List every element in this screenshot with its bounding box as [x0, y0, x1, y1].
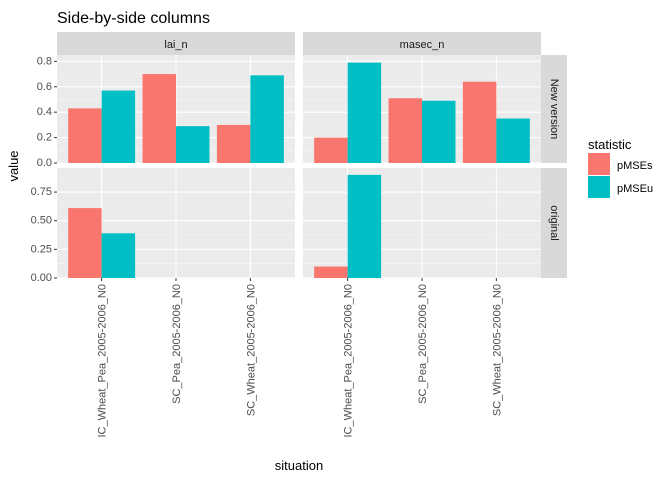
- bar-pmseu-sc-wheat-2005-2006-n0: [496, 118, 530, 163]
- x-tick-label: SC_Pea_2005-2006_N0: [171, 284, 183, 404]
- y-tick-label: 0.75: [31, 186, 52, 198]
- y-tick-label: 0.25: [31, 243, 52, 255]
- x-tick-label: IC_Wheat_Pea_2005-2006_N0: [97, 284, 109, 438]
- bar-pmseu-ic-wheat-pea-2005-2006-n0: [101, 233, 136, 278]
- legend-entry-pmseu: pMSEu: [588, 176, 653, 198]
- bar-pmses-sc-wheat-2005-2006-n0: [216, 124, 251, 163]
- y-tick-label: 0.4: [37, 106, 52, 118]
- bar-pmses-sc-pea-2005-2006-n0: [388, 98, 422, 163]
- bar-pmses-sc-pea-2005-2006-n0: [142, 74, 176, 163]
- bar-pmses-ic-wheat-pea-2005-2006-n0: [68, 208, 102, 278]
- panels-layer: lai_n masec_n New version original 0.0 0.2 0.4…: [31, 32, 567, 438]
- y-tick-label: 0.8: [37, 55, 52, 67]
- bar-pmseu-sc-wheat-2005-2006-n0: [250, 75, 284, 163]
- facet-strip-label-original: original: [548, 205, 560, 240]
- facet-strip-original: [541, 168, 567, 278]
- legend-title: statistic: [588, 137, 632, 152]
- bar-pmseu-ic-wheat-pea-2005-2006-n0: [347, 62, 382, 163]
- facet-strip-label-new-version: New version: [548, 79, 560, 140]
- x-tick-label: SC_Wheat_2005-2006_N0: [491, 284, 503, 416]
- x-tick-label: SC_Pea_2005-2006_N0: [417, 284, 429, 404]
- facet-strip-new-version: [541, 55, 567, 163]
- y-tick-label: 0.00: [31, 272, 52, 284]
- y-tick-label: 0.0: [37, 157, 52, 169]
- x-tick-label: SC_Wheat_2005-2006_N0: [245, 284, 257, 416]
- bar-pmses-ic-wheat-pea-2005-2006-n0: [314, 137, 348, 163]
- legend-label-pmses: pMSEs: [617, 160, 653, 172]
- bar-pmseu-sc-pea-2005-2006-n0: [176, 126, 210, 163]
- facet-strip-label-masec-n: masec_n: [400, 39, 445, 51]
- bar-pmseu-ic-wheat-pea-2005-2006-n0: [101, 90, 136, 163]
- facet-strip-masec-n: [303, 32, 541, 55]
- legend-entry-pmses: pMSEs: [588, 153, 653, 175]
- facet-strip-label-lai-n: lai_n: [164, 39, 187, 51]
- y-tick-label: 0.6: [37, 81, 52, 93]
- bar-pmses-sc-wheat-2005-2006-n0: [462, 81, 497, 163]
- bar-pmses-ic-wheat-pea-2005-2006-n0: [314, 266, 348, 278]
- bar-pmses-ic-wheat-pea-2005-2006-n0: [68, 108, 102, 163]
- bar-pmseu-ic-wheat-pea-2005-2006-n0: [347, 174, 382, 278]
- bar-pmseu-sc-pea-2005-2006-n0: [422, 100, 456, 163]
- legend-label-pmseu: pMSEu: [617, 183, 653, 195]
- legend-swatch-pmseu: [588, 176, 610, 198]
- x-axis-title: situation: [275, 458, 323, 473]
- legend-swatch-pmses: [588, 153, 610, 175]
- x-tick-label: IC_Wheat_Pea_2005-2006_N0: [343, 284, 355, 438]
- y-tick-label: 0.50: [31, 215, 52, 227]
- facet-strip-lai-n: [57, 32, 295, 55]
- chart-title: Side-by-side columns: [57, 10, 210, 27]
- y-tick-label: 0.2: [37, 132, 52, 144]
- y-axis-title: value: [6, 150, 21, 181]
